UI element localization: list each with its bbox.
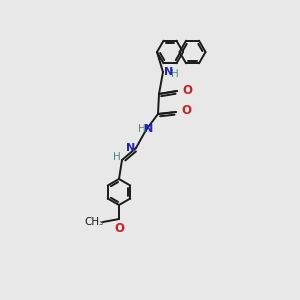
Text: CH₃: CH₃	[84, 217, 104, 227]
Text: H: H	[138, 124, 146, 134]
Text: O: O	[182, 83, 192, 97]
Text: O: O	[181, 104, 191, 118]
Text: N: N	[144, 124, 153, 134]
Text: O: O	[114, 222, 124, 235]
Text: N: N	[126, 143, 135, 153]
Text: H: H	[171, 69, 179, 79]
Text: N: N	[164, 67, 173, 77]
Text: H: H	[113, 152, 121, 162]
